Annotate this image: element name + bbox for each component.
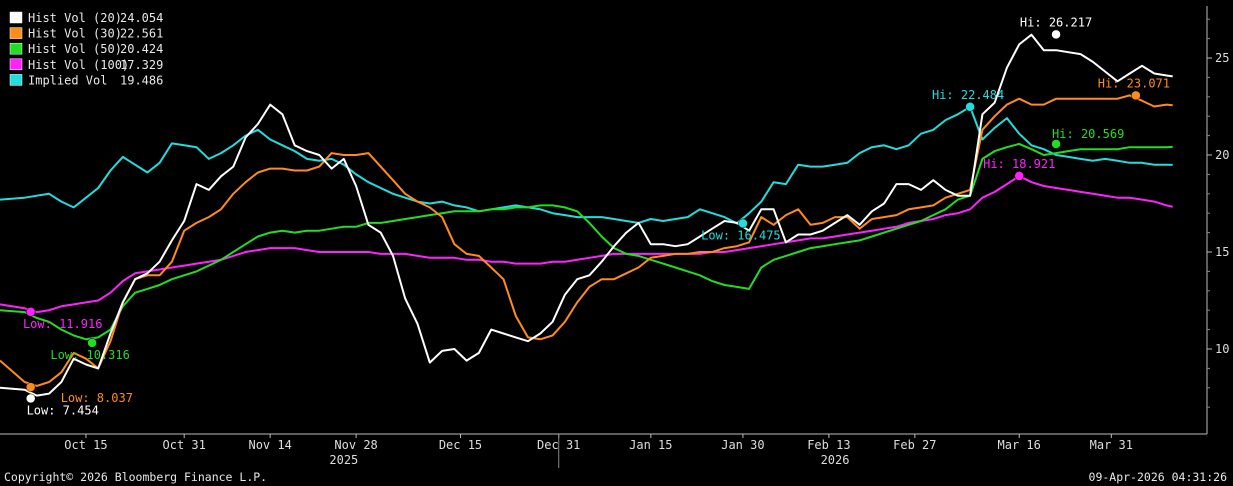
legend-swatch xyxy=(9,27,23,39)
legend-series-value: 24.054 xyxy=(120,11,163,25)
annotation-label: Low: 8.037 xyxy=(61,391,133,405)
legend-swatch xyxy=(9,74,23,86)
legend-series-value: 17.329 xyxy=(120,58,163,72)
series-layer xyxy=(0,33,1173,397)
annotation-layer: Hi: 26.217 Hi: 23.071 Hi: 22.484 Hi: 20.569… xyxy=(23,15,1170,417)
x-tick-label: Feb 13 xyxy=(807,438,850,452)
legend-background xyxy=(4,6,166,90)
y-tick-label: 20 xyxy=(1215,148,1229,162)
annotation-label: Hi: 20.569 xyxy=(1052,127,1124,141)
annotation-label: Hi: 26.217 xyxy=(1020,15,1092,29)
annotation-marker xyxy=(1051,29,1061,40)
annotation-label: Hi: 23.071 xyxy=(1098,76,1170,90)
timestamp-text: 09-Apr-2026 04:31:26 xyxy=(1088,470,1227,484)
legend-swatch xyxy=(9,42,23,55)
plot-frame xyxy=(0,6,1208,435)
annotation-label: Low: 7.454 xyxy=(27,403,99,417)
y-tick-label: 25 xyxy=(1215,51,1229,65)
series-line-hist-vol-100- xyxy=(0,175,1173,314)
annotation-label: Low: 11.916 xyxy=(23,317,102,331)
annotation-marker xyxy=(1014,171,1024,181)
y-tick-label: 15 xyxy=(1215,245,1229,259)
annotation-label: Low: 10.316 xyxy=(50,348,129,362)
legend-series-value: 22.561 xyxy=(120,27,163,41)
annotation-label: Hi: 18.921 xyxy=(983,157,1055,171)
annotation-label: Hi: 22.484 xyxy=(932,88,1004,102)
legend-series-name: Hist Vol (20) xyxy=(28,11,122,25)
x-tick-label: Nov 28 xyxy=(334,438,377,452)
legend-series-value: 20.424 xyxy=(120,42,163,56)
x-tick-label: Mar 16 xyxy=(998,438,1041,452)
legend-series-value: 19.486 xyxy=(120,73,163,87)
annotation-marker xyxy=(1051,139,1061,149)
annotation-marker xyxy=(738,218,748,229)
annotation-label: Low: 16.475 xyxy=(701,228,780,242)
x-tick-label: Jan 15 xyxy=(629,438,672,452)
series-line-hist-vol-50- xyxy=(0,142,1173,341)
legend-swatch xyxy=(9,11,23,24)
legend-series-name: Implied Vol xyxy=(28,73,107,87)
x-tick-label: Jan 30 xyxy=(721,438,764,452)
x-tick-label: Dec 15 xyxy=(439,438,482,452)
x-tick-label: Mar 31 xyxy=(1090,438,1133,452)
annotation-marker xyxy=(25,382,36,392)
year-label: 2025 xyxy=(329,453,358,467)
legend-swatch xyxy=(9,58,23,71)
annotation-marker xyxy=(965,102,975,112)
annotation-marker xyxy=(87,338,97,348)
annotation-marker xyxy=(25,393,36,404)
copyright-text: Copyright© 2026 Bloomberg Finance L.P. xyxy=(4,470,268,484)
x-tick-label: Feb 27 xyxy=(893,438,936,452)
y-tick-label: 10 xyxy=(1215,342,1229,356)
year-label: 2026 xyxy=(821,453,850,467)
x-tick-label: Oct 15 xyxy=(64,438,107,452)
series-line-hist-vol-30- xyxy=(0,94,1173,387)
annotation-marker xyxy=(25,307,36,317)
legend-series-name: Hist Vol (50) xyxy=(28,42,122,56)
annotation-marker xyxy=(1131,90,1141,101)
legend-series-name: Hist Vol (100) xyxy=(28,58,129,72)
x-tick-label: Oct 31 xyxy=(163,438,206,452)
legend-series-name: Hist Vol (30) xyxy=(28,27,122,41)
x-tick-label: Nov 14 xyxy=(248,438,291,452)
series-line-implied-vol xyxy=(0,105,1173,225)
series-line-hist-vol-20- xyxy=(0,33,1173,397)
